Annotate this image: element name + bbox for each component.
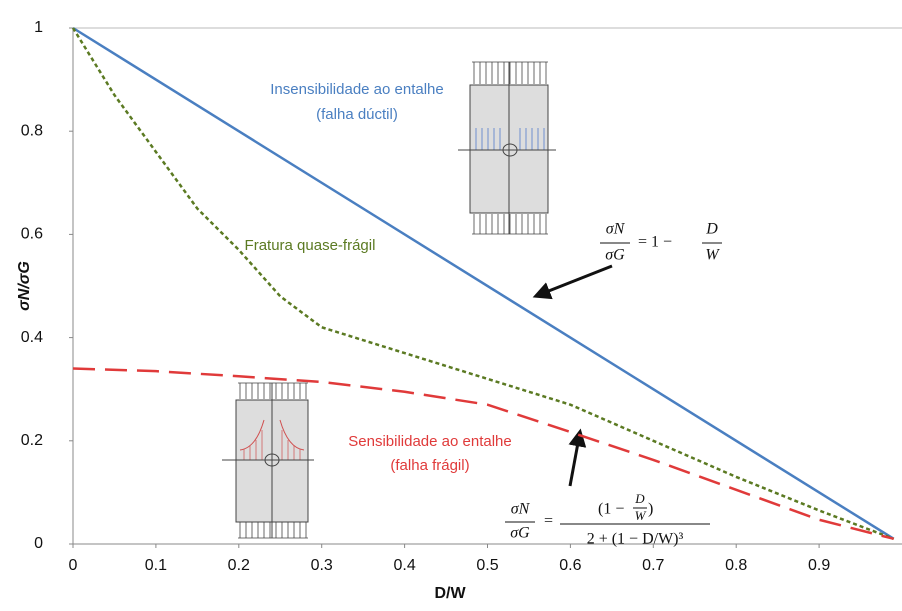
formula-text: = (544, 513, 553, 530)
series-line (71, 27, 895, 541)
annotation: Sensibilidade ao entalhe (348, 433, 511, 450)
y-label: σN/σG (16, 261, 33, 311)
x-tick-label: 0.8 (725, 557, 747, 574)
formula-text: ) (648, 501, 653, 518)
formula-text: σG (605, 247, 625, 264)
x-tick-label: 0.3 (311, 557, 333, 574)
x-tick-label: 0.6 (559, 557, 581, 574)
formula-text: 2 + (1 − D/W)³ (587, 531, 684, 548)
x-tick-label: 0.9 (808, 557, 830, 574)
arrow (568, 428, 587, 487)
x-tick-label: 0.1 (145, 557, 167, 574)
y-tick-label: 1 (34, 19, 43, 36)
formula-text: W (635, 508, 647, 523)
series-line (72, 26, 895, 540)
x-tick-label: 0.2 (228, 557, 250, 574)
plate-ductile (458, 61, 556, 235)
formula-text: = 1 − (638, 234, 672, 251)
x-label: D/W (434, 585, 466, 602)
x-tick-label: 0.4 (393, 557, 415, 574)
series-line (72, 367, 895, 541)
annotation: (falha dúctil) (316, 106, 398, 123)
arrow (532, 264, 613, 300)
formula-text: σN (606, 221, 626, 238)
x-tick-label: 0.7 (642, 557, 664, 574)
annotation: (falha frágil) (390, 457, 469, 474)
formula-text: D (634, 491, 645, 506)
formula-text: σN (511, 501, 531, 518)
y-tick-label: 0.8 (21, 122, 43, 139)
x-tick-label: 0.5 (476, 557, 498, 574)
x-tick-label: 0 (69, 557, 78, 574)
y-tick-label: 0.4 (21, 329, 43, 346)
plate-brittle (222, 382, 314, 539)
formula: σN σG = 1 − D W (600, 221, 722, 264)
y-tick-label: 0.6 (21, 226, 43, 243)
annotation: Fratura quase-frágil (245, 237, 376, 254)
annotation: Insensibilidade ao entalhe (270, 81, 443, 98)
y-tick-label: 0.2 (21, 432, 43, 449)
formula: σN σG = (1 − D W ) 2 + (1 − D/W)³ (505, 491, 710, 548)
formula-text: W (705, 247, 720, 264)
formula-text: σG (510, 525, 530, 542)
y-tick-label: 0 (34, 535, 43, 552)
formula-text: D (705, 221, 718, 238)
formula-text: (1 − (598, 501, 624, 518)
